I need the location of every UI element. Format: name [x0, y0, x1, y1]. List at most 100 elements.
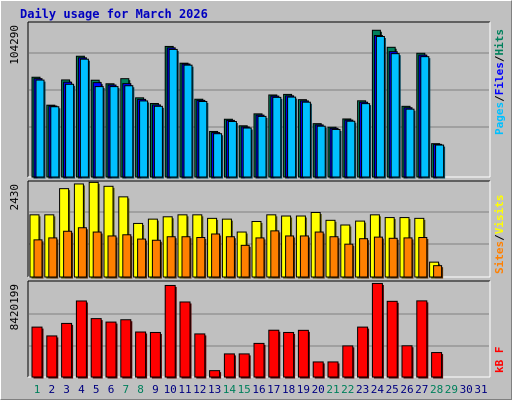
kbytes-bar-day-19 [297, 329, 309, 378]
day-label-22: 22 [341, 383, 354, 396]
sites-bar-day-3 [63, 230, 73, 278]
visits-panel-legend-part-1: Sites [493, 241, 506, 274]
pages-bar-day-24 [375, 36, 385, 178]
pages-bar-day-19 [301, 101, 311, 178]
visits-panel-legend-part-3: Visits [493, 195, 506, 235]
hits-panel-legend-part-4: / [493, 55, 506, 62]
hits-panel-legend-part-3: Files [493, 62, 506, 95]
pages-bar-day-21 [331, 128, 341, 178]
day-label-20: 20 [312, 383, 325, 396]
hits-panel-legend-part-5: Hits [493, 29, 506, 56]
pages-bar-day-28 [435, 144, 445, 178]
pages-bar-day-26 [405, 108, 415, 178]
day-label-11: 11 [178, 383, 191, 396]
day-label-9: 9 [152, 383, 159, 396]
pages-bar-day-22 [346, 120, 356, 178]
pages-bar-day-1 [35, 79, 45, 178]
day-label-2: 2 [48, 383, 55, 396]
sites-bar-day-16 [255, 237, 265, 278]
sites-bar-day-14 [225, 236, 235, 278]
pages-bar-day-7 [124, 85, 134, 178]
pages-bar-day-14 [227, 121, 237, 178]
kbytes-bar-day-5 [90, 318, 102, 378]
day-label-26: 26 [400, 383, 413, 396]
kbytes-bar-day-4 [75, 300, 87, 378]
kbytes-bar-day-17 [268, 329, 280, 378]
pages-bar-day-4 [79, 58, 89, 178]
kbytes-bar-day-21 [327, 361, 339, 378]
day-label-6: 6 [108, 383, 115, 396]
kbytes-bar-day-25 [386, 300, 398, 378]
kbytes-bar-day-13 [209, 370, 221, 378]
visits-panel-legend-part-2: / [493, 234, 506, 241]
kbytes-bar-day-1 [31, 326, 43, 378]
day-label-4: 4 [78, 383, 85, 396]
kbytes-bar-day-2 [46, 335, 58, 378]
pages-bar-day-27 [420, 56, 430, 178]
kbytes-bar-day-14 [223, 353, 235, 378]
pages-bar-day-23 [361, 103, 371, 178]
kbytes-bar-day-6 [105, 321, 117, 378]
sites-bar-day-27 [418, 237, 428, 278]
kbytes-bar-day-20 [312, 361, 324, 378]
sites-bar-day-6 [107, 235, 117, 278]
sites-bar-day-11 [181, 236, 191, 278]
day-label-17: 17 [267, 383, 280, 396]
kbytes-bar-day-3 [61, 322, 73, 378]
sites-bar-day-18 [285, 235, 295, 278]
day-label-13: 13 [208, 383, 221, 396]
sites-bar-day-21 [329, 236, 339, 278]
kbytes-bar-day-26 [401, 345, 413, 378]
kbytes-bar-day-18 [283, 331, 295, 378]
day-label-24: 24 [371, 383, 385, 396]
sites-bar-day-26 [403, 237, 413, 278]
pages-bar-day-20 [316, 125, 326, 178]
kbytes-bar-day-15 [238, 353, 250, 378]
day-label-8: 8 [137, 383, 144, 396]
visits-panel-legend: Sites/Visits [493, 195, 506, 275]
sites-bar-day-1 [33, 239, 43, 278]
visits-panel-ymax-label: 2430 [8, 184, 21, 211]
pages-bar-day-9 [153, 105, 163, 178]
sites-bar-day-8 [137, 238, 147, 278]
sites-bar-day-12 [196, 237, 206, 278]
pages-bar-day-10 [168, 48, 178, 178]
sites-bar-day-23 [359, 238, 369, 278]
sites-bar-day-17 [270, 230, 280, 278]
hits-panel-legend-part-1: Pages [493, 102, 506, 135]
kbytes-bar-day-16 [253, 342, 265, 378]
pages-bar-day-3 [65, 83, 75, 178]
kbytes-bar-day-8 [135, 331, 147, 378]
sites-bar-day-10 [166, 236, 176, 278]
day-label-28: 28 [430, 383, 443, 396]
sites-bar-day-19 [299, 235, 309, 278]
pages-bar-day-11 [183, 64, 193, 178]
pages-bar-day-17 [272, 96, 282, 178]
pages-bar-day-12 [198, 101, 208, 178]
day-label-3: 3 [63, 383, 70, 396]
kbytes-bar-day-7 [120, 319, 132, 378]
sites-bar-day-2 [48, 237, 58, 278]
pages-bar-day-5 [94, 86, 104, 178]
day-label-1: 1 [34, 383, 41, 396]
sites-bar-day-25 [388, 237, 398, 278]
pages-bar-day-13 [213, 133, 223, 178]
day-label-15: 15 [238, 383, 251, 396]
sites-bar-day-28 [433, 265, 443, 278]
sites-bar-day-5 [92, 231, 102, 278]
pages-bar-day-2 [50, 106, 60, 178]
sites-bar-day-24 [373, 236, 383, 278]
day-label-21: 21 [326, 383, 339, 396]
hits-panel-legend-part-2: / [493, 95, 506, 102]
day-label-29: 29 [445, 383, 458, 396]
pages-bar-day-16 [257, 115, 267, 178]
day-label-27: 27 [415, 383, 428, 396]
kbytes-bar-day-22 [342, 345, 354, 378]
kbytes-bar-day-28 [431, 352, 443, 378]
day-label-31: 31 [474, 383, 487, 396]
day-label-5: 5 [93, 383, 100, 396]
pages-bar-day-6 [109, 86, 119, 178]
kbytes-panel-legend: kB F [493, 347, 506, 374]
kbytes-bar-day-10 [164, 284, 176, 378]
